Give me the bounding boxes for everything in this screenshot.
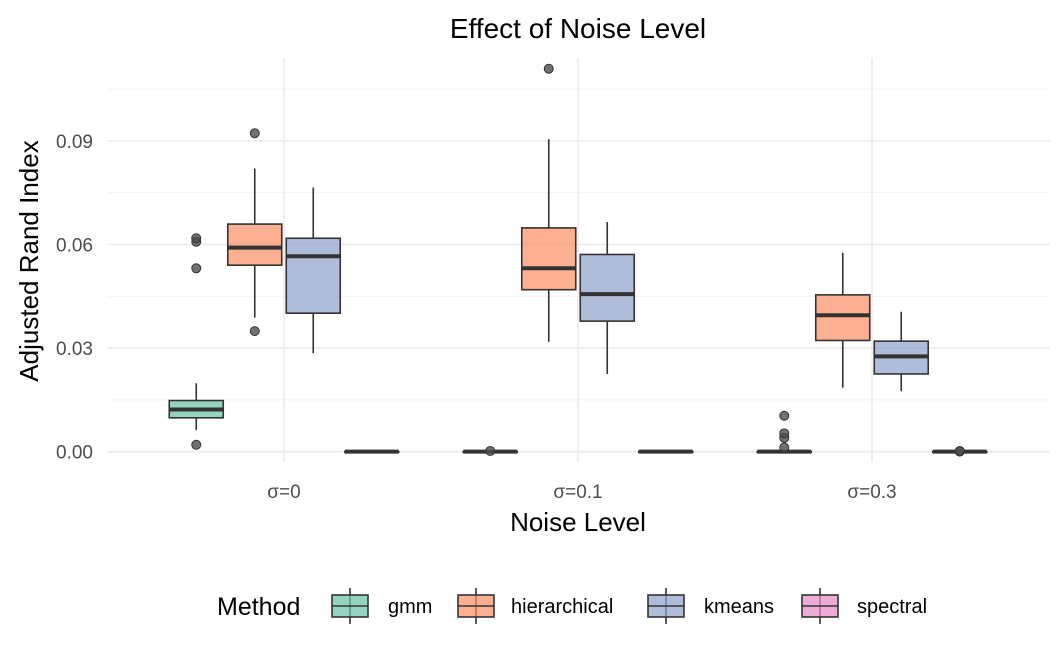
box-hierarchical-2 — [814, 252, 871, 388]
box-hierarchical-1 — [520, 63, 577, 342]
x-tick-label: σ=0 — [267, 482, 300, 503]
legend-title: Method — [217, 593, 300, 621]
axis-layer: 0.00 0.03 0.06 0.09 σ=0 σ=0.1 σ=0.3 — [56, 132, 897, 503]
y-axis-title: Adjusted Rand Index — [14, 140, 44, 381]
box-body — [814, 294, 871, 342]
legend-item-hierarchical: hierarchical — [457, 588, 613, 624]
legend-item-gmm: gmm — [331, 588, 432, 624]
outlier-point — [249, 128, 260, 139]
box-kmeans-0 — [285, 187, 342, 354]
outlier-point — [779, 428, 790, 439]
outlier-point — [779, 410, 790, 421]
box-body — [579, 253, 636, 322]
box-gmm-0 — [168, 233, 225, 450]
outlier-point — [954, 445, 965, 456]
outlier-point — [543, 63, 554, 74]
box-kmeans-2 — [873, 311, 930, 392]
outlier-point — [779, 442, 790, 453]
box-kmeans-1 — [579, 222, 636, 374]
outlier-point — [485, 445, 496, 456]
legend: Method gmm hierarchical kmeans spectral — [217, 588, 927, 624]
legend-label: hierarchical — [511, 596, 613, 618]
legend-label: spectral — [857, 596, 927, 618]
x-axis-title: Noise Level — [510, 507, 646, 537]
y-tick-label: 0.03 — [56, 339, 93, 360]
y-tick-label: 0.06 — [56, 235, 93, 256]
box-spectral-2 — [931, 445, 988, 457]
legend-item-spectral: spectral — [801, 588, 927, 624]
outlier-point — [191, 439, 202, 450]
outlier-point — [249, 326, 260, 337]
box-spectral-0 — [343, 449, 400, 454]
box-hierarchical-0 — [226, 128, 283, 337]
legend-label: kmeans — [704, 596, 774, 618]
y-tick-label: 0.09 — [56, 132, 93, 153]
x-tick-label: σ=0.3 — [847, 482, 896, 503]
outlier-point — [191, 233, 202, 244]
outlier-point — [191, 263, 202, 274]
x-tick-label: σ=0.1 — [553, 482, 602, 503]
legend-label: gmm — [388, 596, 432, 618]
y-tick-label: 0.00 — [56, 443, 93, 464]
box-body — [226, 223, 283, 266]
chart-title: Effect of Noise Level — [450, 13, 706, 44]
box-body — [520, 227, 577, 291]
box-gmm-1 — [462, 445, 519, 456]
box-gmm-2 — [756, 410, 813, 454]
legend-item-kmeans: kmeans — [647, 588, 774, 624]
box-body — [285, 237, 342, 314]
box-layer — [168, 63, 988, 457]
box-spectral-1 — [637, 449, 694, 454]
